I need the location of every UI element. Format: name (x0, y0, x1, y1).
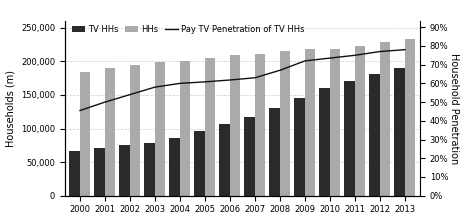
Legend: TV HHs, HHs, Pay TV Penetration of TV HHs: TV HHs, HHs, Pay TV Penetration of TV HH… (69, 22, 308, 37)
Bar (145, 143, 155, 196)
Bar (80, 72, 91, 196)
Bar (205, 58, 215, 196)
Bar (355, 46, 365, 196)
Bar (280, 51, 291, 196)
Bar (230, 55, 240, 196)
Bar (194, 131, 205, 196)
Bar (155, 62, 166, 196)
Bar (94, 148, 105, 196)
Bar (120, 145, 130, 196)
Bar (294, 98, 305, 196)
Bar (345, 81, 355, 196)
Bar (245, 117, 255, 196)
Bar (219, 124, 230, 196)
Bar (305, 49, 315, 196)
Bar (370, 74, 380, 196)
Bar (180, 61, 191, 196)
Bar (270, 108, 280, 196)
Bar (380, 42, 391, 196)
Y-axis label: Households (m): Households (m) (6, 70, 15, 147)
Y-axis label: Household Penetration: Household Penetration (450, 53, 459, 164)
Bar (105, 68, 115, 196)
Bar (69, 151, 80, 196)
Bar (394, 68, 405, 196)
Bar (319, 88, 330, 196)
Bar (405, 39, 416, 196)
Bar (169, 138, 180, 196)
Bar (130, 65, 140, 196)
Bar (330, 49, 340, 196)
Bar (255, 54, 266, 196)
